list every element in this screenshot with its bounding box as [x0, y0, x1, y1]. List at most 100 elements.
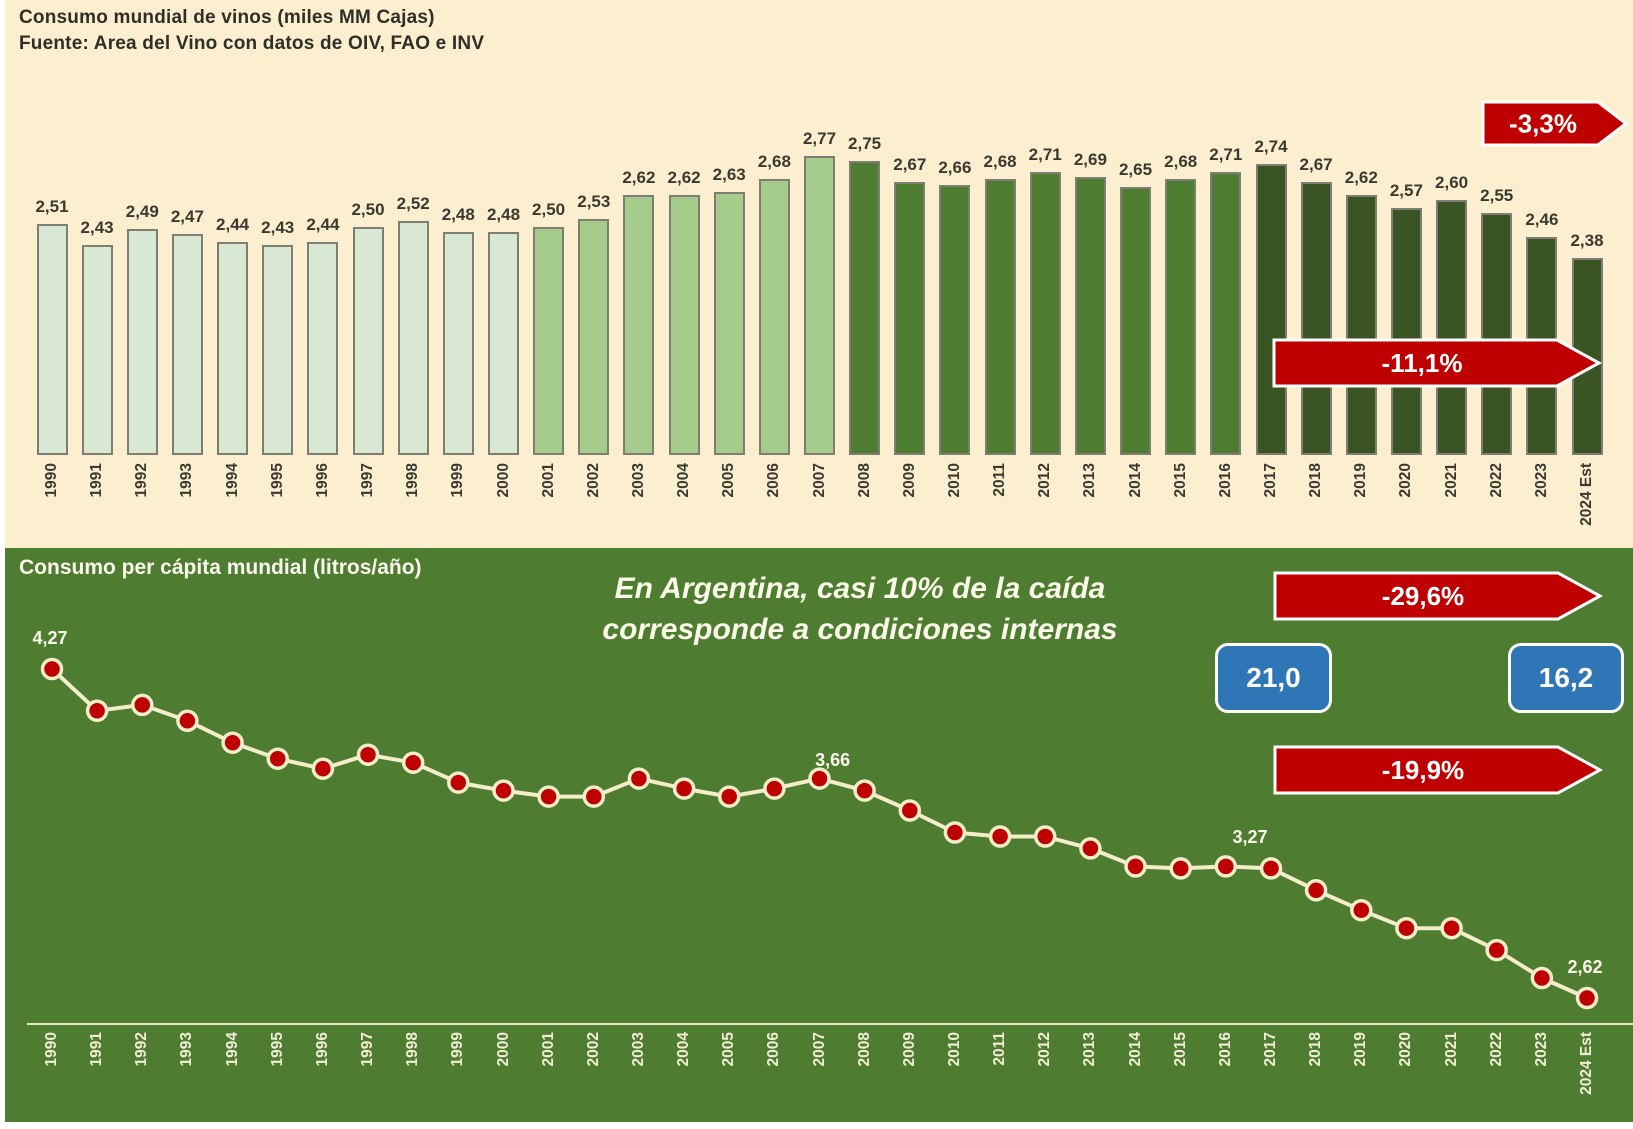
point-label-2008: 3,66	[815, 749, 851, 770]
bar-value-label-2022: 2,55	[1480, 186, 1514, 205]
data-point-1999	[447, 771, 470, 794]
bar-year-label-2013: 2013	[1081, 463, 1099, 498]
bar-value-label-1991: 2,43	[80, 218, 114, 237]
arrow-19-9-pct: -19,9%	[1273, 745, 1604, 795]
bar-year-label-1994: 1994	[223, 463, 241, 498]
world-consumption-panel: Consumo mundial de vinos (miles MM Cajas…	[5, 0, 1633, 548]
bar-2014	[1120, 187, 1151, 455]
data-point-1998	[401, 751, 425, 774]
data-point-1993	[176, 709, 199, 733]
bar-year-label-2008: 2008	[855, 463, 873, 498]
bar-value-label-2019: 2,62	[1344, 168, 1378, 187]
line-year-label-1992: 1992	[133, 1032, 151, 1067]
line-year-label-2012: 2012	[1036, 1032, 1054, 1067]
bar-year-label-2024 Est: 2024 Est	[1578, 463, 1595, 526]
bar-value-label-2001: 2,50	[532, 200, 566, 219]
data-point-2012	[1033, 825, 1057, 848]
line-year-label-1991: 1991	[88, 1032, 106, 1067]
bar-1995	[262, 245, 294, 455]
data-point-2008	[853, 779, 876, 802]
line-year-label-2023: 2023	[1532, 1032, 1550, 1067]
bar-2007	[804, 156, 835, 455]
data-point-2013	[1079, 837, 1102, 860]
bar-value-label-2006: 2,68	[757, 152, 791, 171]
bar-value-label-2018: 2,67	[1299, 155, 1333, 174]
bar-2011	[984, 179, 1016, 455]
bar-value-label-1990: 2,51	[35, 197, 69, 216]
line-year-label-2015: 2015	[1171, 1032, 1189, 1067]
bar-year-label-2012: 2012	[1036, 463, 1054, 498]
top-chart-source: Fuente: Area del Vino con datos de OIV, …	[19, 33, 485, 54]
line-year-label-1996: 1996	[313, 1032, 331, 1067]
value-box-21-0: 21,0	[1215, 643, 1332, 713]
bar-year-label-2004: 2004	[675, 463, 693, 498]
bar-2010	[939, 185, 971, 455]
line-chart-svg	[40, 657, 1599, 1010]
line-year-label-2003: 2003	[629, 1032, 647, 1067]
argentina-note-line1: En Argentina, casi 10% de la caída	[614, 572, 1106, 605]
bar-value-label-2021: 2,60	[1435, 173, 1469, 192]
data-point-2021	[1440, 916, 1463, 940]
bar-1990	[36, 224, 68, 455]
bar-2021	[1436, 200, 1468, 455]
bar-2012	[1029, 172, 1061, 455]
bar-year-label-1998: 1998	[404, 463, 422, 498]
bar-2004	[668, 195, 700, 455]
bar-year-label-2023: 2023	[1532, 463, 1550, 498]
data-point-2010	[943, 821, 967, 844]
arrow-3-3-shape	[1481, 100, 1629, 147]
bar-2016	[1210, 172, 1242, 455]
data-point-2022	[1485, 938, 1508, 962]
bar-value-label-2013: 2,69	[1073, 150, 1107, 169]
bar-year-label-2005: 2005	[720, 463, 738, 498]
bar-value-label-1995: 2,43	[261, 218, 295, 237]
argentina-note: En Argentina, casi 10% de la caída corre…	[560, 568, 1160, 650]
data-point-2007	[808, 767, 831, 790]
line-year-label-1998: 1998	[404, 1032, 422, 1067]
line-year-label-2022: 2022	[1487, 1032, 1505, 1067]
data-point-2009	[898, 799, 922, 822]
line-year-label-2010: 2010	[945, 1032, 963, 1067]
arrow-29-6-shape	[1273, 571, 1604, 621]
bar-value-label-1998: 2,52	[396, 194, 430, 213]
bottom-chart-title: Consumo per cápita mundial (litros/año)	[19, 556, 422, 579]
line-year-label-1990: 1990	[43, 1032, 60, 1067]
top-chart-title: Consumo mundial de vinos (miles MM Cajas…	[19, 7, 435, 28]
bar-year-label-2001: 2001	[539, 463, 557, 498]
bar-1991	[81, 245, 113, 455]
consumption-line	[50, 667, 1588, 1000]
value-box-16-2: 16,2	[1508, 643, 1624, 713]
bar-year-label-2018: 2018	[1307, 463, 1325, 498]
bar-year-label-2022: 2022	[1487, 463, 1505, 498]
line-year-label-2009: 2009	[900, 1032, 918, 1067]
data-point-2015	[1169, 857, 1192, 880]
line-year-label-2007: 2007	[810, 1032, 828, 1067]
line-year-label-2005: 2005	[720, 1032, 738, 1067]
line-year-label-2016: 2016	[1216, 1032, 1234, 1067]
bar-value-label-2007: 2,77	[802, 129, 837, 148]
arrow-11-1-shape	[1272, 338, 1603, 388]
data-point-2017	[1259, 857, 1283, 880]
data-point-2002	[582, 785, 606, 808]
bar-year-label-2009: 2009	[900, 463, 918, 498]
bar-year-label-2006: 2006	[765, 463, 783, 498]
data-point-1994	[221, 731, 244, 754]
data-point-2000	[492, 779, 515, 802]
bar-2003	[623, 195, 655, 455]
arrow-3-3-pct: -3,3%	[1481, 100, 1629, 147]
bar-year-label-2011: 2011	[991, 463, 1009, 497]
bar-year-label-2020: 2020	[1397, 463, 1415, 498]
data-point-2011	[988, 825, 1012, 848]
point-label-1990: 4,27	[32, 628, 68, 648]
arrow-19-9-shape	[1273, 745, 1604, 795]
bar-value-label-2008: 2,75	[848, 134, 882, 153]
data-point-2024 Est	[1575, 986, 1599, 1010]
bar-value-label-2024 Est: 2,38	[1570, 231, 1604, 250]
bar-year-label-2014: 2014	[1126, 463, 1144, 498]
bar-value-label-2000: 2,48	[486, 205, 521, 224]
data-point-2014	[1124, 855, 1147, 878]
data-point-2006	[763, 777, 786, 800]
arrow-11-1-label: -11,1%	[1382, 348, 1463, 378]
bar-value-label-2014: 2,65	[1118, 160, 1153, 179]
